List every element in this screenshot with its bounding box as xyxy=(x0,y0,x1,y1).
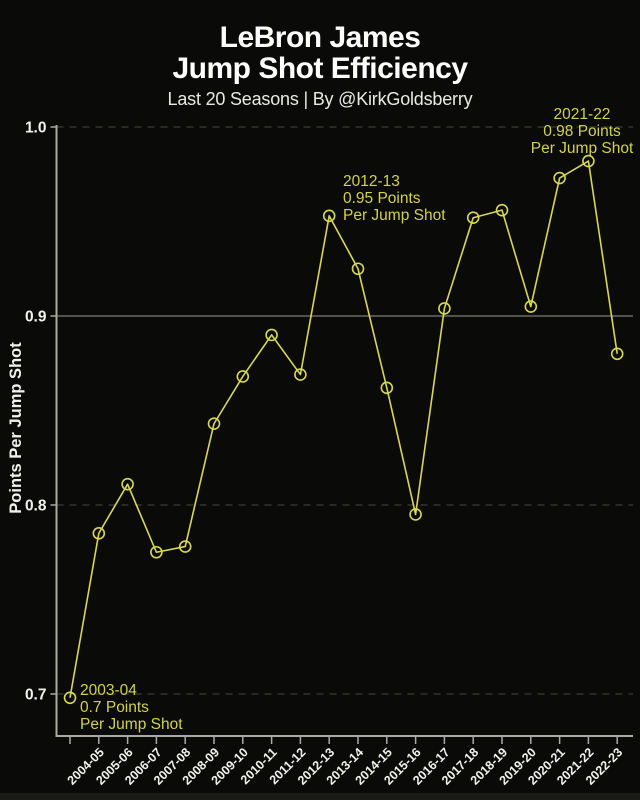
data-point-marker xyxy=(582,154,595,168)
chart-title-line2: Jump Shot Efficiency xyxy=(172,52,468,85)
annotation-line: Per Jump Shot xyxy=(80,716,183,733)
data-point-marker xyxy=(524,300,538,313)
data-point-marker xyxy=(92,527,106,540)
annotation-line: 2003-04 xyxy=(80,682,137,699)
annotation-line: 0.98 Points xyxy=(543,123,621,140)
annotation-line: Per Jump Shot xyxy=(531,140,634,157)
chart-subtitle: Last 20 Seasons | By @KirkGoldsberry xyxy=(167,89,473,109)
axes xyxy=(55,125,633,737)
chart-title-line1: LeBron James xyxy=(219,21,421,54)
annotation-line: 2021-22 xyxy=(554,106,611,123)
y-tick-label: 0.7 xyxy=(25,687,47,704)
data-point-markers xyxy=(63,154,624,705)
data-point-marker xyxy=(553,171,566,185)
data-point-marker xyxy=(409,508,422,521)
bottom-strip xyxy=(0,793,640,800)
annotation-2003-04: 2003-04 0.7 Points Per Jump Shot xyxy=(80,682,183,733)
y-tick-labels: 0.7 0.8 0.9 1.0 xyxy=(25,120,57,704)
data-point-marker xyxy=(294,368,307,381)
data-point-marker xyxy=(438,302,451,315)
data-point-marker xyxy=(236,370,250,383)
annotation-line: Per Jump Shot xyxy=(343,207,446,224)
y-tick-label: 0.8 xyxy=(25,498,47,515)
annotation-2021-22: 2021-22 0.98 Points Per Jump Shot xyxy=(531,106,634,157)
data-point-marker xyxy=(178,540,192,553)
data-point-marker xyxy=(380,381,394,395)
y-tick-label: 1.0 xyxy=(25,120,47,137)
data-point-marker xyxy=(150,545,163,559)
annotation-line: 0.7 Points xyxy=(80,699,149,716)
chart-header: LeBron James Jump Shot Efficiency Last 20… xyxy=(0,22,640,110)
y-axis-title: Points Per Jump Shot xyxy=(7,342,25,514)
data-point-marker xyxy=(495,203,509,217)
x-tick-labels: 2004-052005-062006-072007-082008-092009-… xyxy=(65,745,626,787)
data-point-marker xyxy=(610,347,624,361)
annotation-line: 0.95 Points xyxy=(343,190,421,207)
data-point-marker xyxy=(322,209,336,223)
data-point-marker xyxy=(265,328,278,342)
x-ticks xyxy=(69,737,618,744)
data-point-marker xyxy=(207,417,221,431)
data-point-marker xyxy=(351,262,365,276)
gridlines xyxy=(56,126,633,695)
series-line xyxy=(69,160,618,698)
y-tick-label: 0.9 xyxy=(25,309,47,326)
annotation-2012-13: 2012-13 0.95 Points Per Jump Shot xyxy=(343,173,446,224)
data-point-marker xyxy=(466,211,480,225)
data-point-marker xyxy=(63,691,77,705)
annotation-line: 2012-13 xyxy=(343,173,400,190)
data-point-marker xyxy=(121,477,134,491)
chart-title: LeBron James Jump Shot Efficiency xyxy=(0,22,640,84)
